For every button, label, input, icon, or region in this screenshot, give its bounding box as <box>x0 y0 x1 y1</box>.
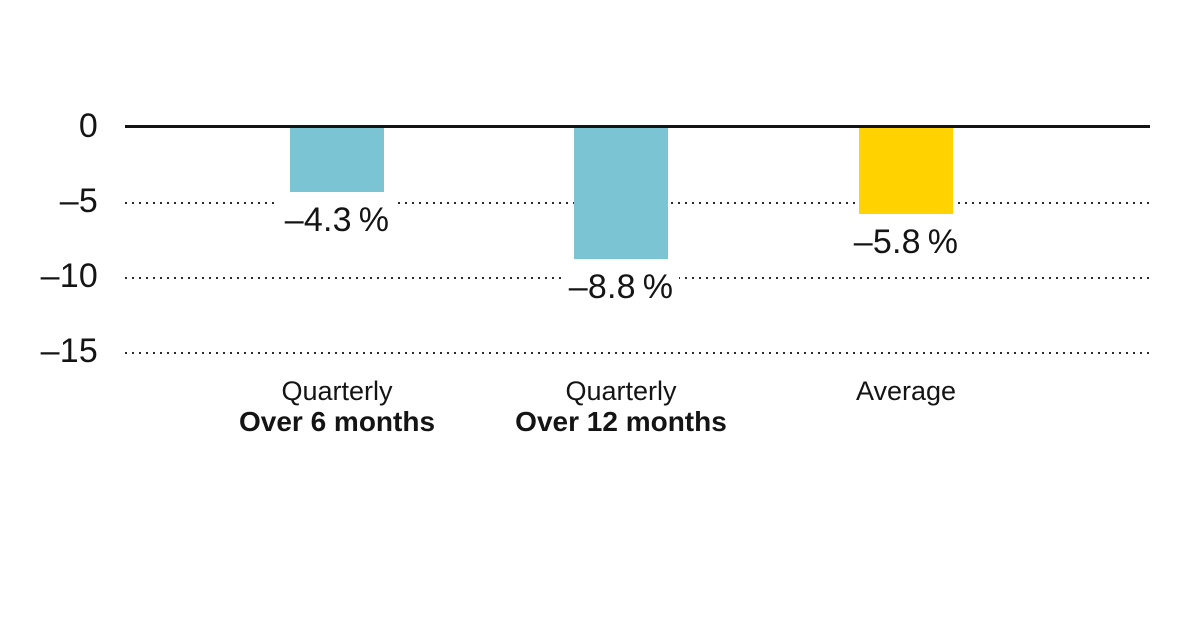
y-axis-tick-label-m15: –15 <box>40 332 98 370</box>
category-line1: Average <box>855 376 957 406</box>
gridline-minus-15 <box>125 352 1150 354</box>
bar-quarterly-over-12-months <box>574 128 668 259</box>
bar-quarterly-over-6-months <box>290 128 384 192</box>
y-axis-tick-label-m10: –10 <box>40 257 98 295</box>
x-axis-zero-line <box>125 125 1150 128</box>
bar-value-text: –8.8 % <box>562 268 680 306</box>
bar-value-label: –8.8 % <box>461 267 781 307</box>
bar-value-text: –5.8 % <box>847 223 965 261</box>
category-label-quarterly-over-6-months: Quarterly Over 6 months <box>167 376 507 438</box>
category-line2: Over 6 months <box>238 406 436 437</box>
category-label-quarterly-over-12-months: Quarterly Over 12 months <box>451 376 791 438</box>
y-axis-tick-label-0: 0 <box>78 107 98 145</box>
category-label-average: Average <box>736 376 1076 406</box>
bar-value-text: –4.3 % <box>278 201 396 239</box>
bar-value-label: –4.3 % <box>177 200 497 240</box>
category-line1: Quarterly <box>281 376 393 406</box>
category-line1: Quarterly <box>565 376 677 406</box>
bar-average <box>859 128 953 214</box>
bar-value-label: –5.8 % <box>746 222 1066 262</box>
category-line2: Over 12 months <box>515 406 727 437</box>
y-axis-tick-label-m5: –5 <box>59 182 98 220</box>
